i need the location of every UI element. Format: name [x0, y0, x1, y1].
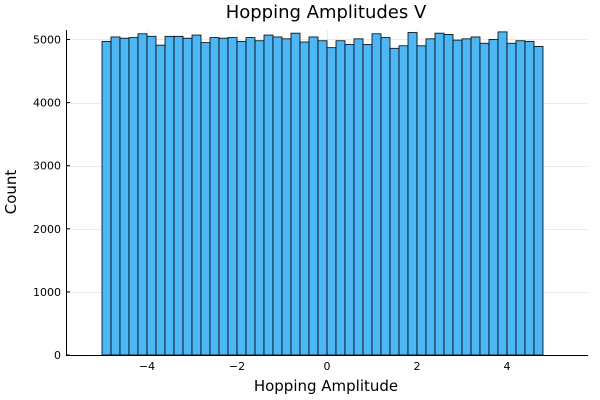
histogram-bar	[425, 38, 436, 356]
histogram-bar	[227, 37, 238, 356]
histogram-bar	[335, 40, 346, 356]
histogram-bar	[173, 35, 184, 356]
histogram-bar	[371, 33, 382, 356]
histogram-bar	[461, 38, 472, 356]
histogram-bar	[344, 44, 355, 356]
histogram-bar	[299, 41, 310, 356]
x-tick-label: −2	[229, 360, 245, 373]
histogram-bar	[443, 34, 454, 356]
histogram-bar	[470, 36, 481, 356]
x-tick-label: −4	[139, 360, 155, 373]
histogram-bar	[209, 37, 220, 356]
histogram-bar	[137, 33, 148, 356]
chart-title: Hopping Amplitudes V	[226, 2, 427, 23]
histogram-bar	[164, 35, 175, 356]
histogram-bar	[434, 32, 445, 356]
histogram-bar	[398, 45, 409, 356]
histogram-bar	[407, 32, 418, 356]
y-tick-label: 4000	[33, 97, 61, 110]
histogram-bar	[488, 39, 499, 356]
x-tick-label: 2	[414, 360, 421, 373]
histogram-bar	[506, 42, 517, 356]
histogram-bar	[290, 32, 301, 356]
x-ticks: −4 −2 0 2 4	[139, 351, 511, 373]
y-tick-label: 2000	[33, 223, 61, 236]
histogram-bar	[515, 40, 526, 356]
histogram-bar	[272, 36, 283, 356]
axes	[66, 30, 588, 356]
histogram-bar	[452, 39, 463, 356]
histogram-bar	[155, 44, 166, 356]
histogram-bar	[524, 40, 535, 356]
histogram-bar	[200, 42, 211, 356]
histogram-bar	[128, 37, 139, 356]
histogram-bar	[182, 37, 193, 356]
histogram-bar	[119, 37, 130, 356]
x-tick-label: 4	[504, 360, 511, 373]
histogram-bar	[317, 40, 328, 356]
x-axis-title: Hopping Amplitude	[254, 377, 398, 395]
histogram-bar	[110, 36, 121, 356]
histogram-bar	[146, 35, 157, 356]
histogram-bar	[380, 37, 391, 356]
histogram-bar	[416, 45, 427, 356]
histogram-bar	[389, 47, 400, 356]
histogram-bar	[281, 38, 292, 356]
histogram-bar	[254, 40, 265, 356]
x-tick-label: 0	[324, 360, 331, 373]
histogram-bar	[191, 34, 202, 356]
y-tick-label: 3000	[33, 160, 61, 173]
histogram-bar	[218, 37, 229, 356]
y-tick-label: 5000	[33, 33, 61, 46]
bars	[101, 31, 544, 356]
y-tick-label: 0	[54, 349, 61, 362]
histogram-bar	[308, 36, 319, 356]
y-ticks: 0 1000 2000 3000 4000 5000	[33, 33, 70, 362]
histogram-bar	[101, 40, 112, 356]
histogram-bar	[362, 44, 373, 356]
y-tick-label: 1000	[33, 286, 61, 299]
histogram-bar	[479, 42, 490, 356]
histogram-bar	[263, 34, 274, 356]
histogram-bar	[326, 47, 337, 356]
histogram-bar	[353, 38, 364, 356]
histogram-bar	[533, 46, 544, 356]
histogram-bar	[497, 31, 508, 356]
histogram-bar	[245, 37, 256, 356]
y-axis-title: Count	[2, 170, 20, 215]
histogram-bar	[236, 40, 247, 356]
